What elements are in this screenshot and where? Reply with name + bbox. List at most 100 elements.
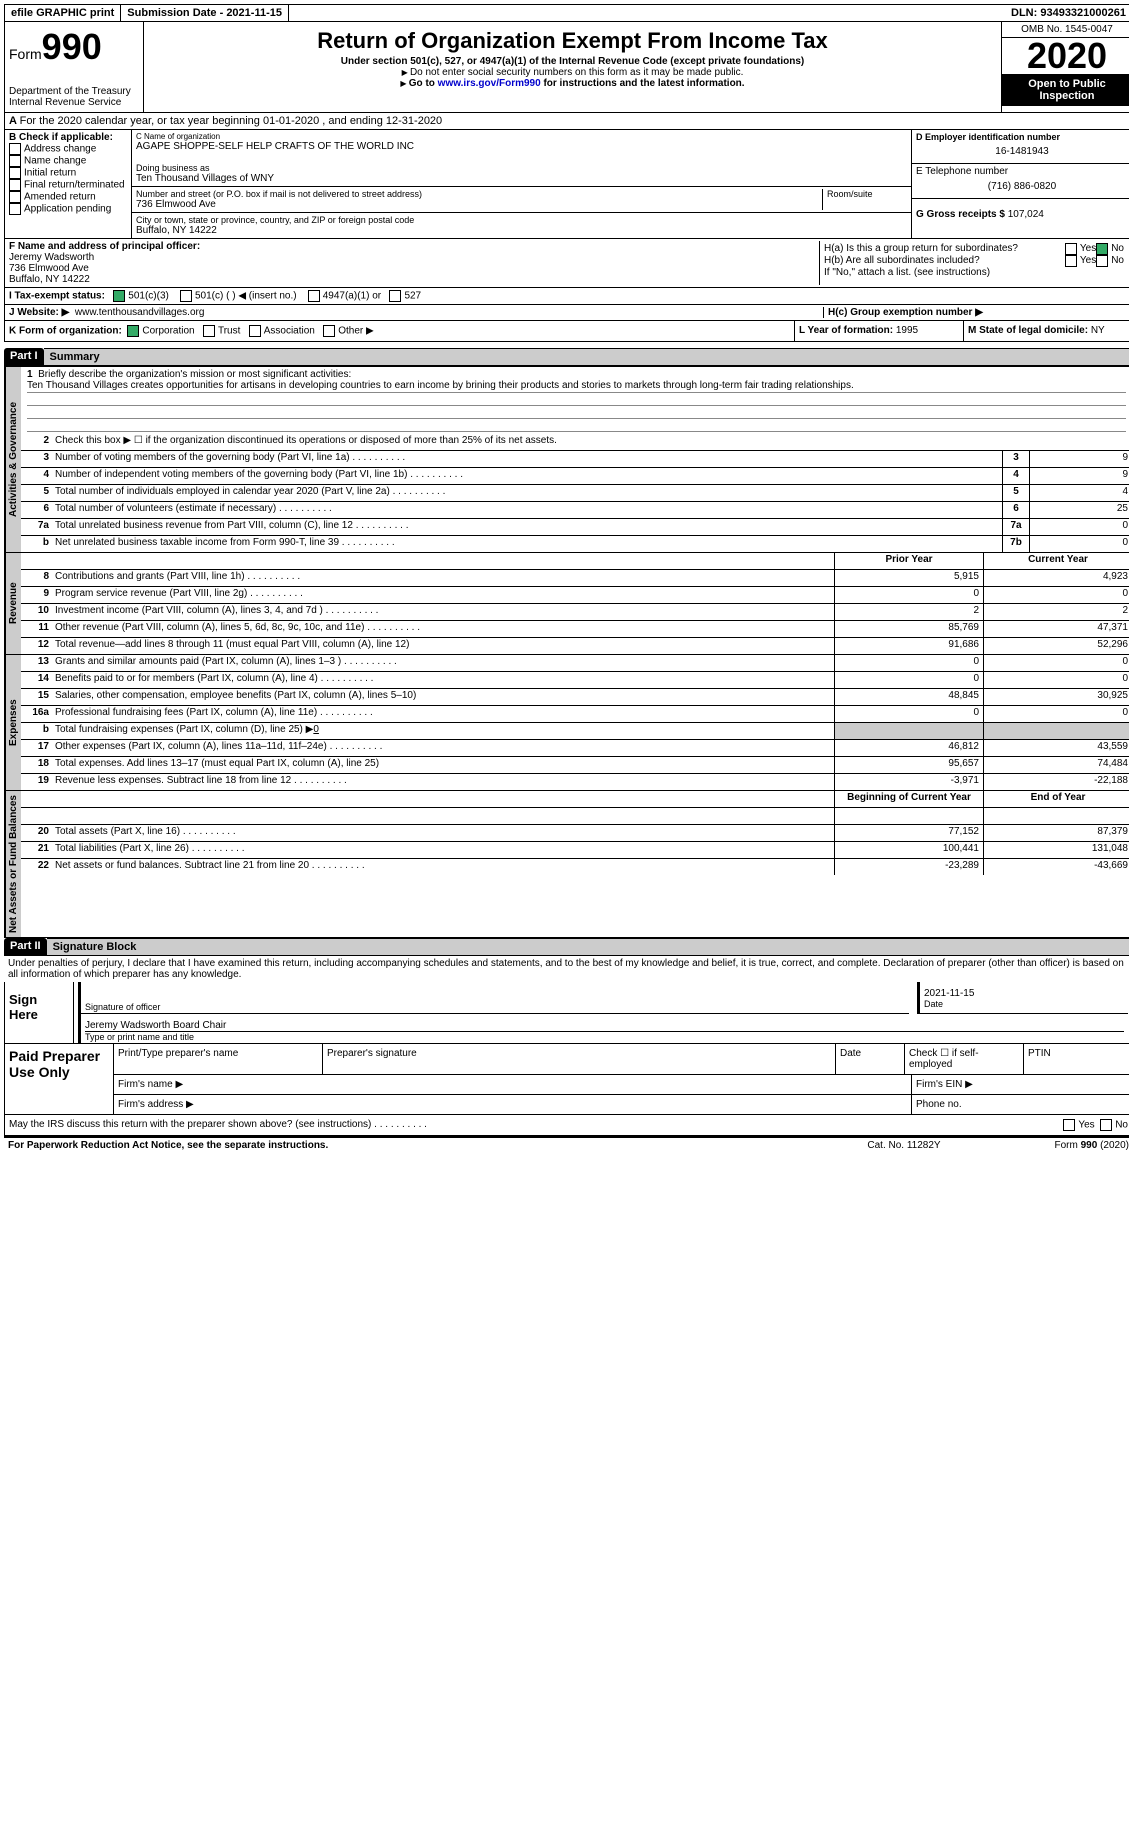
side-netassets: Net Assets or Fund Balances [5, 791, 21, 937]
room-suite-label: Room/suite [822, 189, 907, 210]
subtitle-3: Go to www.irs.gov/Form990 for instructio… [148, 78, 997, 89]
line-15: Salaries, other compensation, employee b… [53, 689, 834, 705]
irs-label: Internal Revenue Service [9, 97, 139, 108]
cb-address-change[interactable]: Address change [9, 143, 127, 155]
part2-title: Signature Block [47, 938, 1129, 956]
side-governance: Activities & Governance [5, 367, 21, 552]
preparer-name-label: Print/Type preparer's name [114, 1044, 323, 1074]
paid-preparer-block: Paid Preparer Use Only Print/Type prepar… [4, 1044, 1129, 1115]
line-l: L Year of formation: 1995 [794, 321, 963, 341]
city-state-zip: Buffalo, NY 14222 [136, 225, 907, 236]
preparer-date-label: Date [836, 1044, 905, 1074]
firm-ein-label: Firm's EIN ▶ [912, 1075, 1129, 1094]
gross-receipts-label: G Gross receipts $ [916, 209, 1005, 220]
cat-no: Cat. No. 11282Y [829, 1140, 979, 1151]
page-footer: For Paperwork Reduction Act Notice, see … [4, 1136, 1129, 1153]
box-c: C Name of organization AGAPE SHOPPE-SELF… [132, 130, 911, 238]
officer-name: Jeremy Wadsworth [9, 252, 819, 263]
expenses-section: Expenses 13Grants and similar amounts pa… [4, 655, 1129, 791]
phone-label: E Telephone number [916, 166, 1128, 177]
part2-badge: Part II [4, 938, 47, 956]
line-16a: Professional fundraising fees (Part IX, … [53, 706, 834, 722]
line-9: Program service revenue (Part VIII, line… [53, 587, 834, 603]
efile-label[interactable]: efile GRAPHIC print [5, 5, 121, 21]
gross-receipts-value: 107,024 [1008, 209, 1044, 220]
open-to-public: Open to Public Inspection [1002, 74, 1129, 106]
ein-label: D Employer identification number [916, 132, 1128, 142]
line-10: Investment income (Part VIII, column (A)… [53, 604, 834, 620]
line-22: Net assets or fund balances. Subtract li… [53, 859, 834, 875]
website-value[interactable]: www.tenthousandvillages.org [75, 307, 205, 318]
ptin-label: PTIN [1024, 1044, 1129, 1074]
revenue-section: Revenue Prior YearCurrent Year 8Contribu… [4, 553, 1129, 655]
part2-header-row: Part II Signature Block [4, 938, 1129, 956]
val-6: 25 [1029, 502, 1129, 518]
sig-date-value: 2021-11-15 [924, 988, 1124, 999]
box-b: B Check if applicable: Address change Na… [5, 130, 132, 238]
line-m: M State of legal domicile: NY [963, 321, 1129, 341]
sign-here-label: Sign Here [5, 982, 74, 1043]
org-name: AGAPE SHOPPE-SELF HELP CRAFTS OF THE WOR… [136, 141, 907, 152]
line-j: J Website: ▶ www.tenthousandvillages.org… [5, 305, 1129, 320]
section-bcdefg: B Check if applicable: Address change Na… [4, 130, 1129, 239]
prior-year-hdr: Prior Year [834, 553, 983, 569]
val-4: 9 [1029, 468, 1129, 484]
part1-title: Summary [44, 348, 1129, 366]
line-13: Grants and similar amounts paid (Part IX… [53, 655, 834, 671]
discuss-row: May the IRS discuss this return with the… [4, 1115, 1129, 1136]
preparer-sig-label: Preparer's signature [323, 1044, 836, 1074]
dba-label: Doing business as [136, 163, 907, 173]
cb-app-pending[interactable]: Application pending [9, 203, 127, 215]
sig-officer-label: Signature of officer [85, 1002, 905, 1012]
city-label: City or town, state or province, country… [136, 215, 907, 225]
line-18: Total expenses. Add lines 13–17 (must eq… [53, 757, 834, 773]
end-year-hdr: End of Year [983, 791, 1129, 807]
dba-name: Ten Thousand Villages of WNY [136, 173, 907, 184]
part1-badge: Part I [4, 348, 44, 366]
street-address: 736 Elmwood Ave [136, 199, 822, 210]
line-3: Number of voting members of the governin… [53, 451, 1002, 467]
cb-name-change[interactable]: Name change [9, 155, 127, 167]
paperwork-notice: For Paperwork Reduction Act Notice, see … [8, 1140, 328, 1151]
section-klm: K Form of organization: Corporation Trus… [4, 321, 1129, 342]
line-14: Benefits paid to or for members (Part IX… [53, 672, 834, 688]
beginning-year-hdr: Beginning of Current Year [834, 791, 983, 807]
dept-treasury: Department of the Treasury [9, 86, 139, 97]
cb-initial-return[interactable]: Initial return [9, 167, 127, 179]
paid-preparer-label: Paid Preparer Use Only [5, 1044, 114, 1114]
line-16b: Total fundraising expenses (Part IX, col… [53, 723, 834, 739]
side-expenses: Expenses [5, 655, 21, 790]
val-5: 4 [1029, 485, 1129, 501]
line-19: Revenue less expenses. Subtract line 18 … [53, 774, 834, 790]
section-fhij: F Name and address of principal officer:… [4, 239, 1129, 321]
ein-value: 16-1481943 [916, 142, 1128, 161]
box-f: F Name and address of principal officer:… [9, 241, 819, 285]
phone-no-label: Phone no. [912, 1095, 1129, 1114]
subtitle-2: Do not enter social security numbers on … [148, 67, 997, 78]
val-7b: 0 [1029, 536, 1129, 552]
penalty-statement: Under penalties of perjury, I declare th… [4, 956, 1129, 982]
form-header: Form990 Department of the Treasury Inter… [4, 22, 1129, 113]
officer-city: Buffalo, NY 14222 [9, 274, 819, 285]
line-hc: H(c) Group exemption number ▶ [823, 307, 1128, 318]
line-k: K Form of organization: Corporation Trus… [5, 321, 794, 341]
line-20: Total assets (Part X, line 16) [53, 825, 834, 841]
officer-print-name: Jeremy Wadsworth Board Chair [85, 1020, 1124, 1031]
line-8: Contributions and grants (Part VIII, lin… [53, 570, 834, 586]
form-ref: Form 990 (2020) [979, 1140, 1129, 1151]
cb-amended[interactable]: Amended return [9, 191, 127, 203]
irs-link[interactable]: www.irs.gov/Form990 [438, 78, 541, 89]
org-name-label: C Name of organization [136, 132, 907, 141]
current-year-hdr: Current Year [983, 553, 1129, 569]
box-deg: D Employer identification number 16-1481… [911, 130, 1129, 238]
subtitle-1: Under section 501(c), 527, or 4947(a)(1)… [148, 56, 997, 67]
box-h: H(a) Is this a group return for subordin… [819, 241, 1128, 285]
line-17: Other expenses (Part IX, column (A), lin… [53, 740, 834, 756]
sign-here-block: Sign Here Signature of officer 2021-11-1… [4, 982, 1129, 1044]
part1-header-row: Part I Summary [4, 348, 1129, 366]
netassets-section: Net Assets or Fund Balances Beginning of… [4, 791, 1129, 938]
print-name-label: Type or print name and title [85, 1031, 1124, 1042]
val-7a: 0 [1029, 519, 1129, 535]
line-i: I Tax-exempt status: 501(c)(3) 501(c) ( … [5, 288, 1129, 305]
cb-final-return[interactable]: Final return/terminated [9, 179, 127, 191]
